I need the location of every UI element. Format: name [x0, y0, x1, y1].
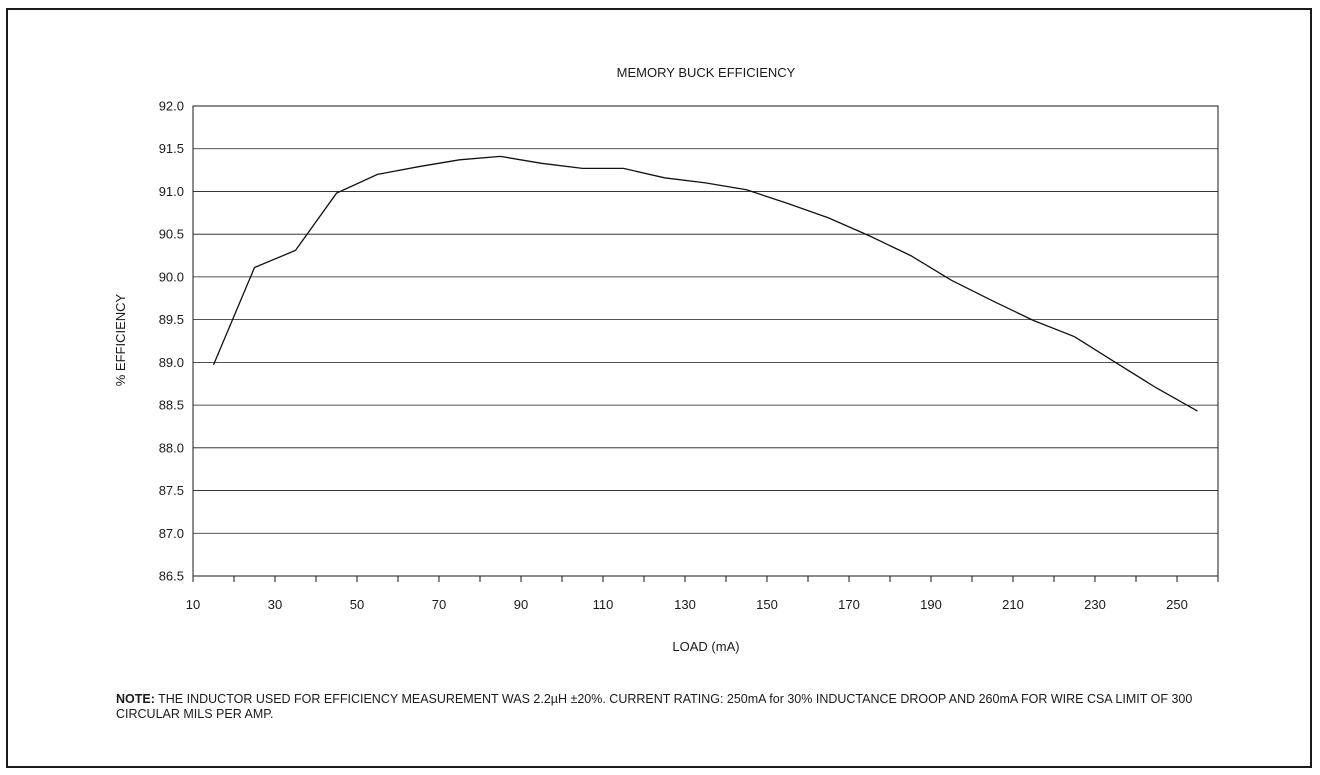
- x-tick-label: 230: [1084, 597, 1106, 612]
- x-tick-label: 90: [514, 597, 528, 612]
- x-axis: 10 30 50 70 90 110 130 150 170 190 210 230 250: [186, 576, 1219, 612]
- note-body: THE INDUCTOR USED FOR EFFICIENCY MEASURE…: [116, 692, 1193, 721]
- x-tick-label: 190: [920, 597, 942, 612]
- figure-frame: [6, 8, 1312, 768]
- y-tick-label: 86.5: [159, 569, 184, 584]
- y-tick-label: 87.5: [159, 483, 184, 498]
- x-tick-label: 170: [838, 597, 860, 612]
- x-tick-label: 210: [1002, 597, 1024, 612]
- note-label: NOTE:: [116, 692, 155, 706]
- y-tick-label: 89.0: [159, 355, 184, 370]
- y-tick-label: 91.5: [159, 141, 184, 156]
- x-tick-label: 10: [186, 597, 200, 612]
- x-tick-label: 130: [674, 597, 696, 612]
- y-tick-label: 90.5: [159, 227, 184, 242]
- y-tick-label: 90.0: [159, 269, 184, 284]
- efficiency-series-line: [212, 155, 1198, 412]
- x-tick-label: 250: [1166, 597, 1188, 612]
- x-tick-label: 150: [756, 597, 778, 612]
- x-tick-label: 70: [432, 597, 446, 612]
- y-tick-label: 89.5: [159, 312, 184, 327]
- x-tick-label: 110: [593, 597, 614, 612]
- x-tick-label: 30: [268, 597, 282, 612]
- y-axis-label: % EFFICIENCY: [113, 293, 128, 386]
- plot-area: [192, 105, 1219, 577]
- y-tick-label: 87.0: [159, 526, 184, 541]
- x-tick-label: 50: [350, 597, 364, 612]
- y-axis: 86.5 87.0 87.5 88.0 88.5 89.0 89.5 90.0 90.5 91.0…: [159, 99, 184, 584]
- gridlines: [193, 105, 1218, 577]
- y-tick-label: 91.0: [159, 184, 184, 199]
- y-tick-label: 88.5: [159, 398, 184, 413]
- x-axis-label: LOAD (mA): [672, 639, 739, 654]
- y-tick-label: 92.0: [159, 99, 184, 114]
- chart-title: MEMORY BUCK EFFICIENCY: [617, 65, 796, 80]
- y-tick-label: 88.0: [159, 440, 184, 455]
- note-text: NOTE: THE INDUCTOR USED FOR EFFICIENCY M…: [116, 692, 1256, 722]
